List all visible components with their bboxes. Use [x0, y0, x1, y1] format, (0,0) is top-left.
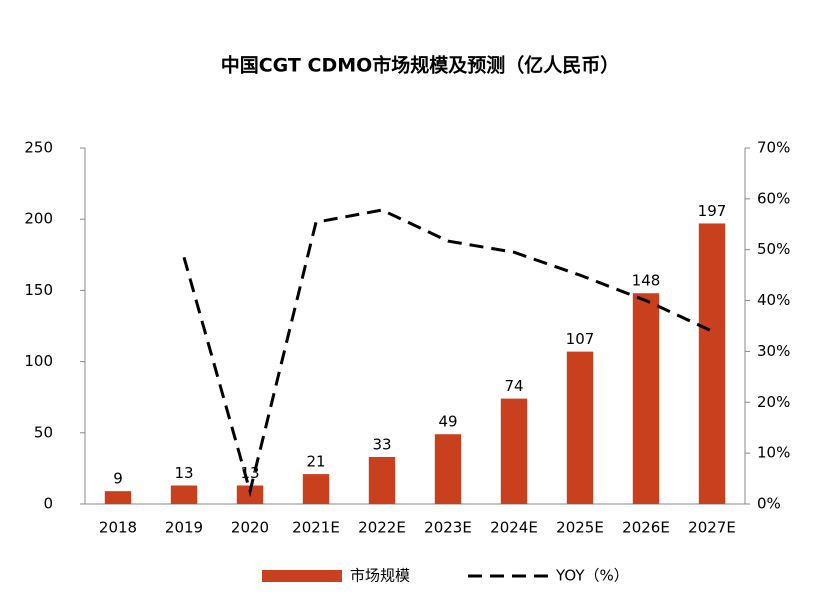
bar-label: 148: [632, 272, 661, 290]
bar: [632, 293, 660, 504]
y-tick-label: 0: [43, 495, 53, 513]
y-tick-label: 150: [24, 281, 53, 299]
x-tick-label: 2021E: [292, 519, 340, 537]
bar-label: 49: [438, 413, 457, 431]
x-tick-label: 2018: [99, 519, 137, 537]
bar-label: 21: [306, 453, 325, 471]
x-tick-label: 2024E: [490, 519, 538, 537]
legend-label: YOY（%）: [555, 567, 629, 585]
bar: [566, 351, 594, 504]
y2-tick-label: 50%: [757, 240, 790, 258]
bar: [104, 491, 132, 504]
bar-label: 197: [698, 202, 727, 220]
bar: [170, 485, 198, 504]
chart-title: 中国CGT CDMO市场规模及预测（亿人民币）: [221, 54, 620, 77]
bar-label: 9: [113, 470, 123, 488]
y2-tick-label: 60%: [757, 189, 790, 207]
x-tick-label: 2022E: [358, 519, 406, 537]
y2-tick-label: 40%: [757, 291, 790, 309]
bar-label: 13: [174, 464, 193, 482]
bar: [434, 434, 462, 504]
x-tick-label: 2027E: [688, 519, 736, 537]
y-tick-label: 200: [24, 210, 53, 228]
y2-tick-label: 20%: [757, 393, 790, 411]
bar: [368, 457, 396, 504]
bar-label: 33: [372, 436, 391, 454]
legend-label: 市场规模: [350, 567, 410, 585]
bar: [500, 398, 528, 504]
y-tick-label: 50: [34, 423, 53, 441]
bar: [302, 474, 330, 504]
y2-tick-label: 10%: [757, 444, 790, 462]
bar: [698, 223, 726, 505]
y2-tick-label: 30%: [757, 342, 790, 360]
x-tick-label: 2019: [165, 519, 203, 537]
x-tick-label: 2026E: [622, 519, 670, 537]
y-tick-label: 250: [24, 139, 53, 157]
bar-label: 107: [566, 330, 595, 348]
y2-tick-label: 0%: [757, 495, 781, 513]
x-tick-label: 2023E: [424, 519, 472, 537]
y2-tick-label: 70%: [757, 139, 790, 157]
x-tick-label: 2025E: [556, 519, 604, 537]
line: [182, 208, 713, 498]
y-tick-label: 100: [24, 352, 53, 370]
x-tick-label: 2020: [231, 519, 269, 537]
legend-swatch: [262, 570, 342, 582]
bar-label: 74: [504, 377, 523, 395]
